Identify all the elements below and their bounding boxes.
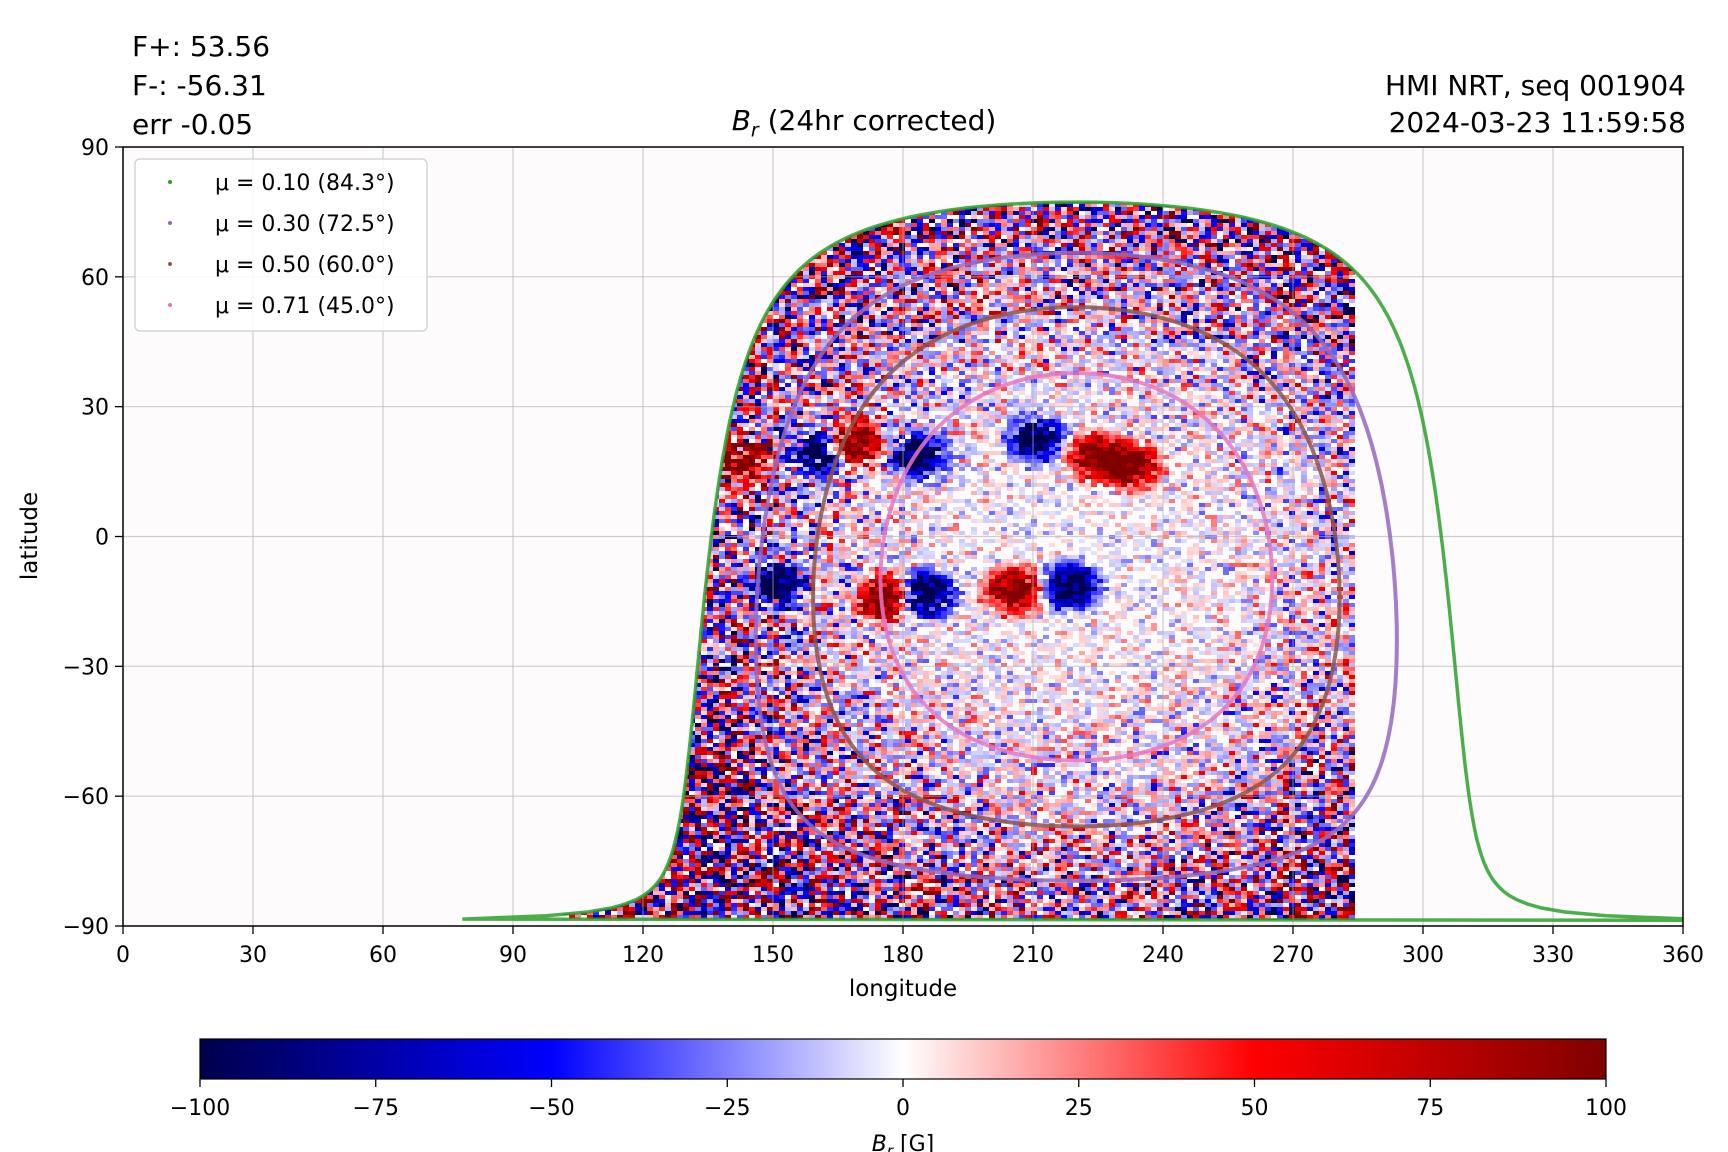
y-tick-label: −60 <box>63 785 109 810</box>
colorbar-label-subscript: r <box>887 1142 894 1152</box>
colorbar-tick-label: 0 <box>896 1096 910 1121</box>
flux-error: err -0.05 <box>132 111 270 150</box>
colorbar-tick-label: 100 <box>1585 1096 1627 1121</box>
flux-negative: F-: -56.31 <box>132 72 270 111</box>
flux-stats: F+: 53.56 F-: -56.31 err -0.05 <box>132 33 270 150</box>
y-tick-label: −90 <box>63 915 109 940</box>
x-tick-label: 330 <box>1532 943 1574 968</box>
colorbar-tick-label: 75 <box>1416 1096 1444 1121</box>
mu-contour-0 <box>462 200 1683 923</box>
colorbar-tick-label: −75 <box>353 1096 399 1121</box>
x-tick-label: 240 <box>1142 943 1184 968</box>
x-tick-label: 30 <box>239 943 267 968</box>
x-tick-label: 210 <box>1012 943 1054 968</box>
x-tick-label: 180 <box>882 943 924 968</box>
legend: μ = 0.10 (84.3°) μ = 0.30 (72.5°) μ = 0.50… <box>134 158 428 332</box>
y-tick-label: 30 <box>81 396 109 421</box>
legend-marker <box>168 180 172 184</box>
x-tick-label: 300 <box>1402 943 1444 968</box>
x-tick-label: 120 <box>622 943 664 968</box>
mu-contour-2 <box>811 305 1342 829</box>
mu-contour-3 <box>878 371 1275 763</box>
y-tick-label: 90 <box>81 136 109 161</box>
colorbar-tick-label: −50 <box>528 1096 574 1121</box>
colorbar-label-unit: [G] <box>893 1132 934 1152</box>
mu-contour-1 <box>753 250 1399 883</box>
colorbar-tick-label: −25 <box>704 1096 750 1121</box>
mu-contours <box>462 200 1683 923</box>
x-tick-label: 90 <box>499 943 527 968</box>
legend-marker <box>168 262 172 266</box>
x-tick-label: 60 <box>369 943 397 968</box>
x-tick-label: 360 <box>1662 943 1704 968</box>
colorbar: −100 −75 −50 −25 0 25 50 75 100 Br [G] <box>170 1038 1627 1152</box>
colorbar-tick-label: −100 <box>170 1096 230 1121</box>
legend-label: μ = 0.10 (84.3°) <box>215 171 395 196</box>
axis-ticks: 0 30 60 90 120 150 180 210 240 270 300 330 360906030… <box>63 136 1704 968</box>
source-sequence: HMI NRT, seq 001904 <box>1385 72 1686 109</box>
legend-label: μ = 0.71 (45.0°) <box>215 294 395 319</box>
colorbar-bar <box>199 1038 1607 1080</box>
colorbar-tick-label: 50 <box>1241 1096 1269 1121</box>
chart-title-symbol: B <box>732 104 751 137</box>
y-tick-label: 60 <box>81 266 109 291</box>
x-tick-label: 270 <box>1272 943 1314 968</box>
legend-label: μ = 0.30 (72.5°) <box>215 212 395 237</box>
legend-box <box>134 158 428 332</box>
legend-marker <box>168 303 172 307</box>
x-tick-label: 0 <box>116 943 130 968</box>
y-tick-label: −30 <box>63 655 109 680</box>
colorbar-tick-label: 25 <box>1065 1096 1093 1121</box>
source-timestamp: 2024-03-23 11:59:58 <box>1385 109 1686 146</box>
x-axis-label: longitude <box>849 976 957 1002</box>
y-axis-label: latitude <box>17 492 43 580</box>
colorbar-label-symbol: B <box>872 1132 887 1152</box>
x-tick-label: 150 <box>752 943 794 968</box>
chart-title-text: (24hr corrected) <box>759 104 997 137</box>
grid <box>123 147 1683 926</box>
chart-title-subscript: r <box>751 120 759 142</box>
legend-marker <box>168 221 172 225</box>
y-tick-label: 0 <box>95 526 109 551</box>
colorbar-label: Br [G] <box>872 1132 934 1152</box>
source-info: HMI NRT, seq 001904 2024-03-23 11:59:58 <box>1385 72 1686 146</box>
legend-label: μ = 0.50 (60.0°) <box>215 253 395 278</box>
chart-title: Br (24hr corrected) <box>0 107 1728 141</box>
flux-positive: F+: 53.56 <box>132 33 270 72</box>
